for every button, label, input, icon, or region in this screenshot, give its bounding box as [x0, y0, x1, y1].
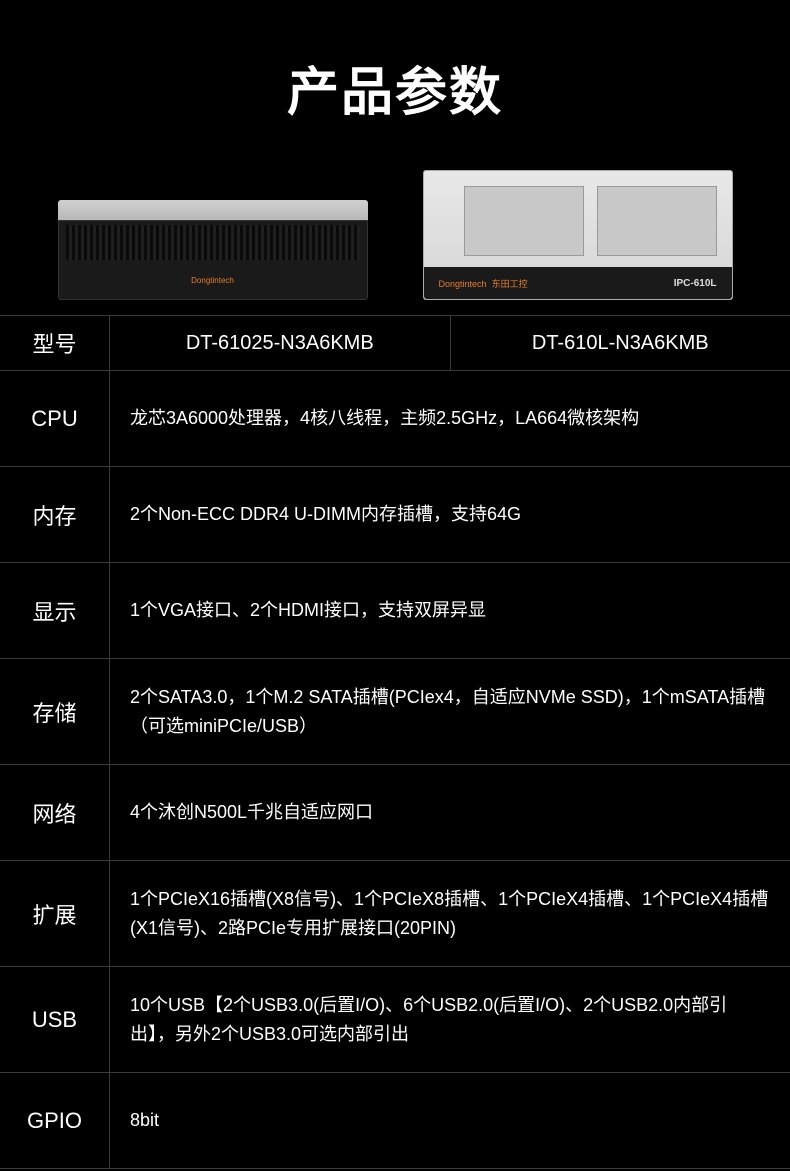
- spec-value-memory: 2个Non-ECC DDR4 U-DIMM内存插槽，支持64G: [110, 467, 790, 562]
- device-model-label: IPC-610L: [674, 278, 717, 289]
- model-right: DT-610L-N3A6KMB: [451, 316, 790, 370]
- spec-label-network: 网络: [0, 765, 110, 860]
- device-rackmount-2u: Dongtintech: [58, 200, 368, 300]
- spec-label-usb: USB: [0, 967, 110, 1072]
- spec-value-usb: 10个USB【2个USB3.0(后置I/O)、6个USB2.0(后置I/O)、2…: [110, 967, 790, 1072]
- spec-value-expansion: 1个PCIeX16插槽(X8信号)、1个PCIeX8插槽、1个PCIeX4插槽、…: [110, 861, 790, 966]
- spec-value-model: DT-61025-N3A6KMB DT-610L-N3A6KMB: [110, 316, 790, 370]
- spec-row-cpu: CPU 龙芯3A6000处理器，4核八线程，主频2.5GHz，LA664微核架构: [0, 371, 790, 467]
- spec-row-display: 显示 1个VGA接口、2个HDMI接口，支持双屏异显: [0, 563, 790, 659]
- spec-value-storage: 2个SATA3.0，1个M.2 SATA插槽(PCIex4，自适应NVMe SS…: [110, 659, 790, 764]
- spec-label-memory: 内存: [0, 467, 110, 562]
- spec-value-display: 1个VGA接口、2个HDMI接口，支持双屏异显: [110, 563, 790, 658]
- product-images-row: Dongtintech Dongtintech 东田工控 IPC-610L: [0, 155, 790, 315]
- spec-table: 型号 DT-61025-N3A6KMB DT-610L-N3A6KMB CPU …: [0, 315, 790, 1171]
- spec-row-usb: USB 10个USB【2个USB3.0(后置I/O)、6个USB2.0(后置I/…: [0, 967, 790, 1073]
- spec-value-gpio: 8bit: [110, 1073, 790, 1168]
- spec-row-expansion: 扩展 1个PCIeX16插槽(X8信号)、1个PCIeX8插槽、1个PCIeX4…: [0, 861, 790, 967]
- spec-value-network: 4个沐创N500L千兆自适应网口: [110, 765, 790, 860]
- spec-row-storage: 存储 2个SATA3.0，1个M.2 SATA插槽(PCIex4，自适应NVMe…: [0, 659, 790, 765]
- spec-value-cpu: 龙芯3A6000处理器，4核八线程，主频2.5GHz，LA664微核架构: [110, 371, 790, 466]
- spec-row-network: 网络 4个沐创N500L千兆自适应网口: [0, 765, 790, 861]
- spec-label-cpu: CPU: [0, 371, 110, 466]
- spec-label-display: 显示: [0, 563, 110, 658]
- spec-label-expansion: 扩展: [0, 861, 110, 966]
- device-brand-label: Dongtintech: [191, 276, 234, 285]
- page-title: 产品参数: [0, 0, 790, 155]
- product-image-left: Dongtintech: [58, 200, 368, 300]
- spec-label-storage: 存储: [0, 659, 110, 764]
- spec-row-model: 型号 DT-61025-N3A6KMB DT-610L-N3A6KMB: [0, 316, 790, 371]
- product-image-right: Dongtintech 东田工控 IPC-610L: [423, 170, 733, 300]
- model-left: DT-61025-N3A6KMB: [110, 316, 451, 370]
- spec-row-gpio: GPIO 8bit: [0, 1073, 790, 1169]
- spec-sheet-container: 产品参数 Dongtintech Dongtintech 东田工控 IPC-61…: [0, 0, 790, 1171]
- device-rackmount-4u: Dongtintech 东田工控 IPC-610L: [423, 170, 733, 300]
- spec-label-gpio: GPIO: [0, 1073, 110, 1168]
- spec-row-memory: 内存 2个Non-ECC DDR4 U-DIMM内存插槽，支持64G: [0, 467, 790, 563]
- device-brand-label: Dongtintech 东田工控: [439, 277, 528, 290]
- spec-label-model: 型号: [0, 316, 110, 370]
